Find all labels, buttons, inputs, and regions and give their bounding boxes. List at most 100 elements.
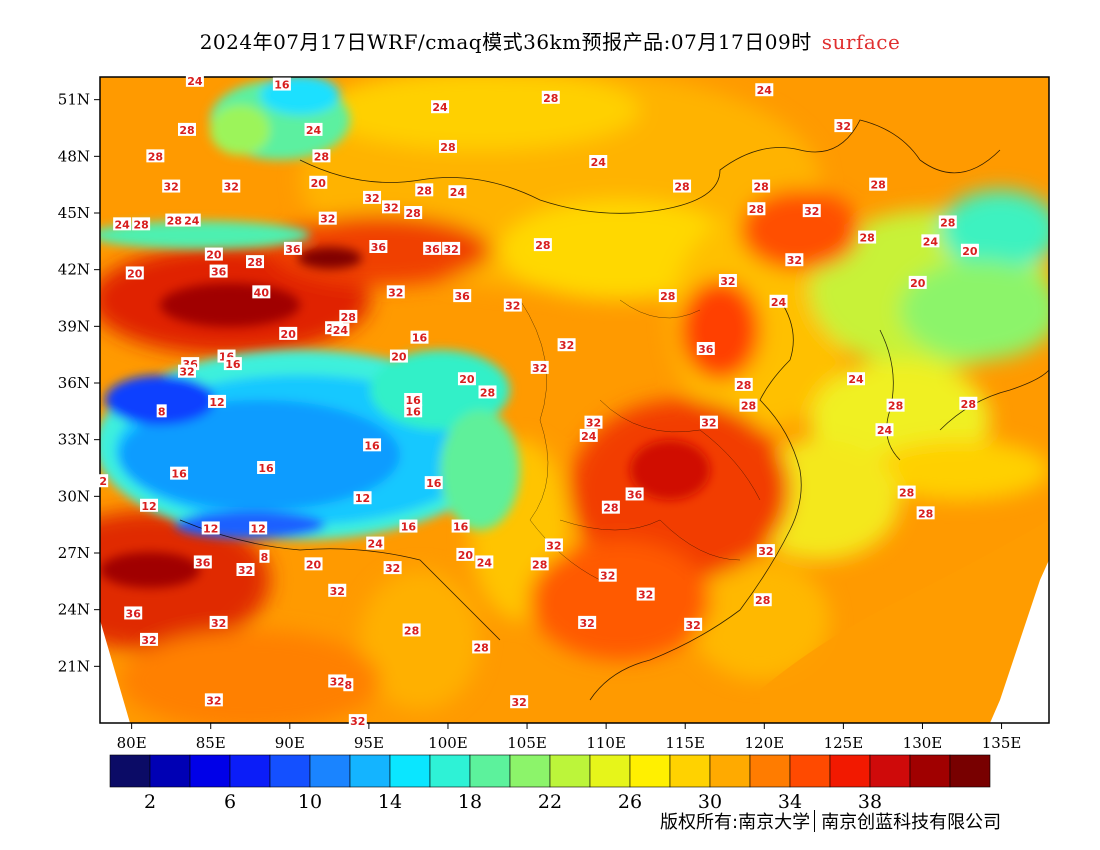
contour-label-bg — [769, 294, 788, 308]
contour-label-text: 16 — [171, 468, 187, 481]
contour-label: 32 — [209, 615, 228, 630]
contour-label: 32 — [718, 274, 737, 288]
contour-label-bg — [328, 583, 347, 597]
contour-label-bg — [451, 519, 470, 533]
contour-label: 24 — [366, 536, 385, 551]
contour-label-bg — [503, 298, 522, 312]
contour-label-text: 24 — [757, 84, 773, 97]
contour-label: 28 — [916, 506, 935, 520]
contour-label-bg — [386, 285, 405, 299]
map-field — [100, 77, 1049, 723]
contour-label-bg — [557, 338, 576, 352]
contour-label-bg — [312, 149, 331, 163]
contour-label-text: 28 — [899, 487, 914, 500]
contour-label: 36 — [283, 241, 302, 256]
contour-label-bg — [908, 275, 927, 289]
contour-label-bg — [162, 179, 181, 193]
contour-label: 36 — [625, 487, 644, 501]
colorbar-swatch — [589, 754, 631, 788]
contour-label-text: 28 — [603, 502, 618, 515]
contour-label: 20 — [309, 175, 328, 190]
contour-label-text: 36 — [698, 343, 714, 356]
lon-tick-label: 80E — [117, 734, 147, 752]
contour-label: 16 — [223, 357, 242, 371]
contour-label-bg — [246, 255, 265, 269]
contour-label-text: 32 — [505, 300, 520, 313]
contour-label-text: 36 — [627, 488, 643, 501]
contour-label: 28 — [146, 149, 165, 163]
contour-label: 20 — [960, 243, 979, 258]
contour-label: 28 — [530, 557, 549, 571]
contour-label-text: 28 — [314, 150, 329, 163]
contour-label: 20 — [204, 247, 223, 262]
contour-label-text: 28 — [660, 290, 675, 303]
contour-label-text: 16 — [406, 394, 422, 407]
contour-label-text: 24 — [591, 156, 607, 169]
contour-label-bg — [598, 568, 617, 582]
contour-label-bg — [304, 122, 323, 136]
contour-label: 28 — [869, 177, 888, 192]
contour-label-bg — [530, 360, 549, 374]
contour-label-text: 28 — [404, 624, 419, 637]
contour-label-bg — [177, 122, 196, 136]
contour-label-bg — [699, 415, 718, 429]
contour-label-text: 40 — [254, 286, 270, 299]
contour-label: 24 — [304, 122, 323, 137]
colorbar-swatch — [309, 754, 351, 788]
contour-label: 28 — [897, 485, 916, 500]
contour-label: 8 — [156, 404, 167, 418]
contour-label-text: 28 — [755, 594, 770, 607]
contour-label-bg — [113, 217, 132, 231]
contour-label-text: 24 — [771, 296, 787, 309]
contour-label-bg — [259, 549, 270, 563]
contour-label-text: 32 — [836, 120, 851, 133]
contour-label-bg — [753, 593, 772, 607]
contour-label-bg — [533, 238, 552, 252]
contour-label-text: 28 — [736, 379, 751, 392]
contour-label-text: 28 — [532, 558, 547, 571]
contour-label: 24 — [579, 428, 598, 443]
contour-label-text: 32 — [350, 715, 365, 728]
contour-label-bg — [869, 177, 888, 191]
contour-label: 28 — [886, 398, 905, 413]
contour-label-text: 32 — [532, 362, 547, 375]
contour-label-bg — [938, 215, 957, 229]
contour-label-text: 36 — [195, 556, 211, 569]
lon-tick-label: 135E — [982, 734, 1022, 752]
contour-label: 32 — [363, 190, 382, 205]
contour-label: 32 — [222, 179, 241, 194]
contour-label-text: 32 — [600, 570, 615, 583]
contour-label-text: 24 — [184, 215, 200, 228]
contour-label: 24 — [755, 83, 774, 97]
contour-label-bg — [589, 155, 608, 168]
contour-label-bg — [366, 536, 385, 550]
contour-label-text: 28 — [148, 150, 163, 163]
contour-label: 24 — [448, 185, 467, 199]
contour-label-bg — [755, 83, 774, 97]
contour-label-text: 28 — [753, 181, 768, 194]
contour-label-bg — [369, 240, 388, 253]
contour-label: 28 — [601, 500, 620, 515]
contour-label-bg — [875, 423, 894, 437]
lon-tick-label: 105E — [507, 734, 547, 752]
copyright-separator — [814, 810, 816, 832]
lat-tick-label: 24N — [58, 601, 90, 619]
contour-label: 28 — [734, 377, 753, 392]
contour-label-bg — [348, 714, 367, 728]
contour-label-bg — [802, 204, 821, 218]
lat-tick-label: 42N — [58, 261, 90, 279]
contour-label: 32 — [140, 632, 159, 647]
colorbar-swatch — [349, 754, 391, 788]
contour-label-text: 32 — [385, 562, 400, 575]
contour-label-bg — [410, 330, 429, 344]
colorbar-swatch — [429, 754, 471, 788]
contour-label-text: 36 — [285, 243, 301, 256]
contour-label: 12 — [140, 498, 159, 513]
colorbar-tick-label: 30 — [698, 791, 722, 813]
contour-label: 32 — [756, 544, 775, 558]
lat-tick-label: 27N — [58, 544, 90, 562]
contour-label: 32 — [348, 714, 367, 728]
copyright-left: 版权所有:南京大学 — [660, 812, 811, 833]
contour-label-bg — [960, 243, 979, 257]
contour-label-text: 20 — [127, 267, 143, 280]
